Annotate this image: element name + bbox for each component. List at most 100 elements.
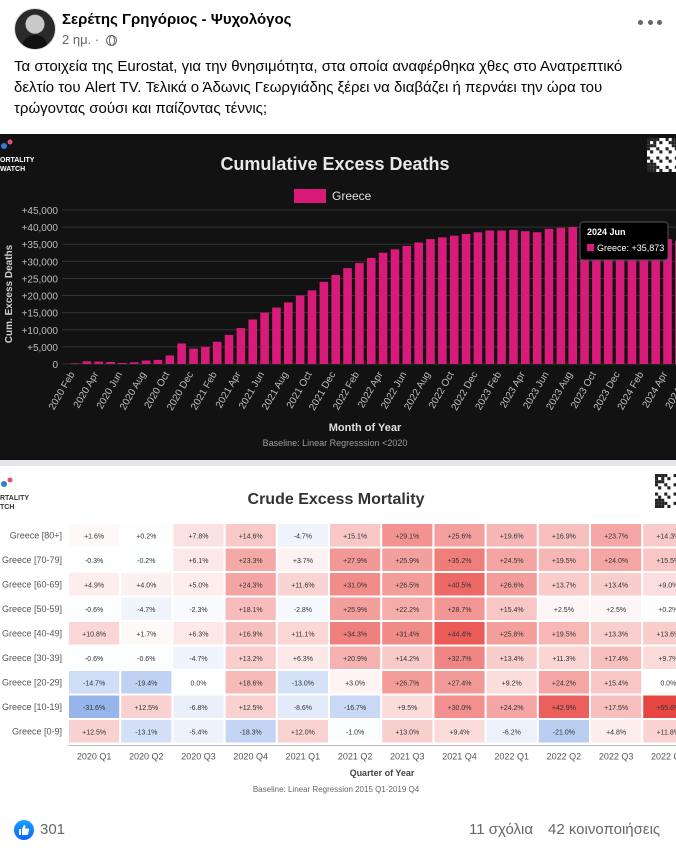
qr-module — [674, 144, 676, 148]
cell-value: +6.3% — [188, 631, 208, 638]
heatmap-cell — [643, 646, 676, 669]
cumulative-excess-deaths-chart[interactable]: ORTALITY WATCH Cumulative Excess Deaths Gre… — [0, 134, 676, 460]
logo-text: TCH — [0, 504, 14, 511]
cell-value: +11.1% — [291, 631, 314, 638]
qr-module — [647, 144, 651, 148]
y-tick-label: +10,000 — [22, 326, 59, 337]
bar — [521, 231, 530, 364]
qr-module — [668, 150, 672, 154]
bar — [402, 245, 412, 364]
cell-value: +24.0% — [604, 558, 628, 565]
heatmap-cell — [382, 524, 433, 547]
heatmap-cell — [173, 695, 224, 718]
more-options-icon[interactable] — [638, 14, 662, 30]
row-label: Greece [60-69] — [2, 579, 62, 589]
cell-value: +15.5% — [656, 558, 676, 565]
heatmap-cell — [330, 524, 381, 547]
heatmap-cell — [225, 695, 276, 718]
qr-module — [665, 138, 669, 142]
qr-module — [667, 504, 671, 508]
bar — [438, 237, 447, 364]
y-tick-label: +25,000 — [22, 274, 59, 285]
column-label: 2022 Q2 — [547, 752, 582, 762]
qr-module — [650, 165, 654, 169]
bar — [319, 281, 329, 364]
bar — [473, 232, 483, 364]
cell-value: 0.0% — [191, 680, 207, 687]
cell-value: +3.7% — [293, 558, 313, 565]
y-tick-label: +30,000 — [22, 257, 59, 268]
cell-value: +11.8% — [657, 729, 676, 736]
qr-module — [674, 147, 676, 151]
heatmap-cell — [225, 597, 276, 620]
cell-value: +28.7% — [448, 607, 472, 614]
heatmap-cell — [382, 695, 433, 718]
heatmap-cell — [643, 548, 676, 571]
crude-excess-mortality-heatmap[interactable]: RTALITY TCH Crude Excess Mortality Greece [… — [0, 466, 676, 805]
heatmap-cell — [434, 695, 485, 718]
heatmap-cell — [538, 646, 589, 669]
shares-link[interactable]: 42 κοινοποιήσεις — [548, 821, 661, 838]
cell-value: -1.0% — [346, 729, 364, 736]
qr-module — [653, 162, 657, 166]
cell-value: -19.4% — [135, 680, 157, 687]
bar — [236, 328, 246, 364]
author-avatar[interactable] — [14, 8, 56, 50]
heatmap-cell — [643, 573, 676, 596]
heatmap-cell — [121, 695, 172, 718]
heatmap-cell — [643, 622, 676, 645]
heatmap-cell — [434, 548, 485, 571]
qr-module — [656, 147, 660, 151]
comments-link[interactable]: 11 σχόλια — [469, 821, 534, 838]
post-text-line: Τα στοιχεία της Eurostat, για την θνησιμ… — [14, 58, 623, 75]
cell-value: +31.4% — [395, 631, 419, 638]
heatmap-cell — [591, 597, 642, 620]
heatmap-cell — [277, 597, 328, 620]
qr-module — [653, 141, 657, 145]
qr-module — [655, 477, 659, 481]
qr-module — [647, 156, 651, 160]
heatmap-cell — [69, 720, 120, 743]
like-count[interactable]: 301 — [40, 821, 66, 838]
bar — [603, 233, 613, 364]
qr-module — [658, 504, 662, 508]
cell-value: +4.9% — [84, 582, 104, 589]
cell-value: +24.2% — [500, 705, 524, 712]
heatmap-cell — [382, 597, 433, 620]
logo-mark — [7, 139, 13, 145]
cell-value: +9.4% — [449, 729, 469, 736]
bar — [615, 233, 625, 364]
author-name[interactable]: Σερέτης Γρηγόριος - Ψυχολόγος — [62, 11, 292, 28]
heatmap-cell — [486, 646, 537, 669]
heatmap-cell — [173, 548, 224, 571]
cell-value: +4.0% — [136, 582, 156, 589]
logo-mark — [1, 143, 7, 149]
y-tick-label: +20,000 — [22, 292, 59, 303]
cell-value: +29.1% — [395, 533, 419, 540]
cell-value: +26.5% — [395, 582, 419, 589]
cell-value: +16.9% — [239, 631, 263, 638]
heatmap-cell — [173, 524, 224, 547]
post-header: Σερέτης Γρηγόριος - Ψυχολόγος 2 ημ. · — [0, 0, 676, 56]
thumbs-up-icon[interactable] — [14, 820, 34, 840]
cell-value: +31.0% — [343, 582, 367, 589]
tooltip-period: 2024 Jun — [587, 227, 626, 237]
cell-value: -4.7% — [189, 656, 207, 663]
qr-module — [659, 141, 663, 145]
qr-module — [647, 141, 651, 145]
y-axis-label: Cum. Excess Deaths — [4, 244, 15, 343]
heatmap-cell — [382, 671, 433, 694]
qr-module — [661, 501, 665, 505]
cell-value: -31.6% — [83, 705, 105, 712]
heatmap-cell — [486, 695, 537, 718]
heatmap-cell — [225, 646, 276, 669]
heatmap-cell — [330, 695, 381, 718]
heatmap-cell — [434, 597, 485, 620]
cell-value: -2.8% — [294, 607, 312, 614]
post-time[interactable]: 2 ημ. · — [62, 32, 100, 47]
bar — [532, 232, 542, 364]
cell-value: +13.4% — [500, 656, 524, 663]
qr-module — [673, 492, 676, 496]
tooltip-box — [579, 221, 669, 261]
cell-value: +13.0% — [395, 729, 419, 736]
